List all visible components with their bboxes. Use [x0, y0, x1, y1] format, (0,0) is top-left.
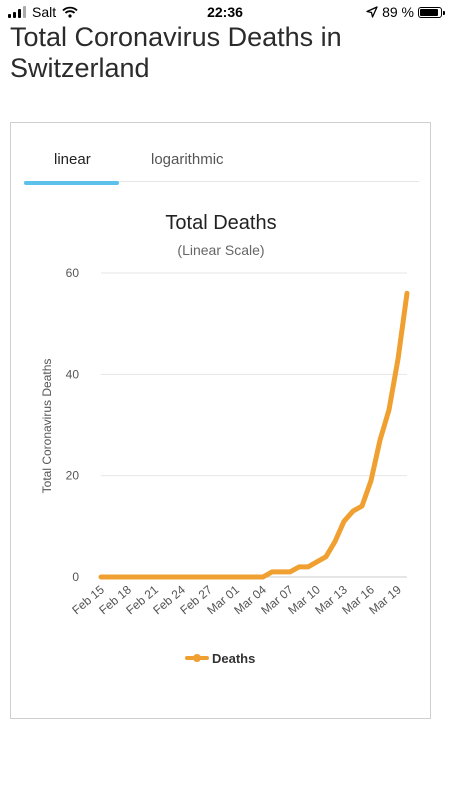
y-gridlines	[101, 272, 407, 578]
legend[interactable]: Deaths	[185, 651, 255, 666]
series-layer	[98, 290, 410, 580]
active-tab-indicator	[24, 181, 119, 185]
status-left: Salt	[8, 4, 78, 20]
carrier-name: Salt	[32, 4, 57, 20]
scale-tabs: linear logarithmic	[24, 123, 419, 185]
legend-label-deaths[interactable]: Deaths	[212, 651, 255, 666]
y-tick-label: 0	[72, 570, 79, 584]
status-time: 22:36	[207, 4, 243, 20]
chart-subtitle: (Linear Scale)	[177, 242, 264, 258]
wifi-icon	[62, 6, 78, 18]
y-tick-label: 20	[66, 469, 80, 483]
series-line-deaths	[98, 290, 410, 580]
deaths-chart: Total Deaths (Linear Scale) Total Corona…	[40, 212, 410, 666]
tab-logarithmic[interactable]: logarithmic	[151, 151, 224, 168]
battery-icon	[418, 6, 445, 18]
chart-title: Total Deaths	[165, 212, 276, 234]
tab-linear[interactable]: linear	[54, 151, 91, 168]
chart-card: linear logarithmic Total Deaths (Linear …	[10, 122, 431, 719]
status-right: 89 %	[366, 4, 445, 20]
page-title: Total Coronavirus Deaths in Switzerland	[10, 22, 342, 83]
location-arrow-icon	[366, 6, 378, 18]
y-axis-label: Total Coronavirus Deaths	[40, 359, 54, 494]
cellular-signal-icon	[8, 6, 26, 18]
y-tick-label: 60	[66, 266, 80, 280]
battery-percent: 89 %	[382, 4, 414, 20]
status-bar: Salt 22:36 89 %	[0, 0, 450, 24]
y-tick-label: 40	[66, 367, 80, 381]
legend-swatch-marker	[193, 654, 201, 662]
y-tick-labels: 0 20 40 60	[66, 266, 80, 584]
